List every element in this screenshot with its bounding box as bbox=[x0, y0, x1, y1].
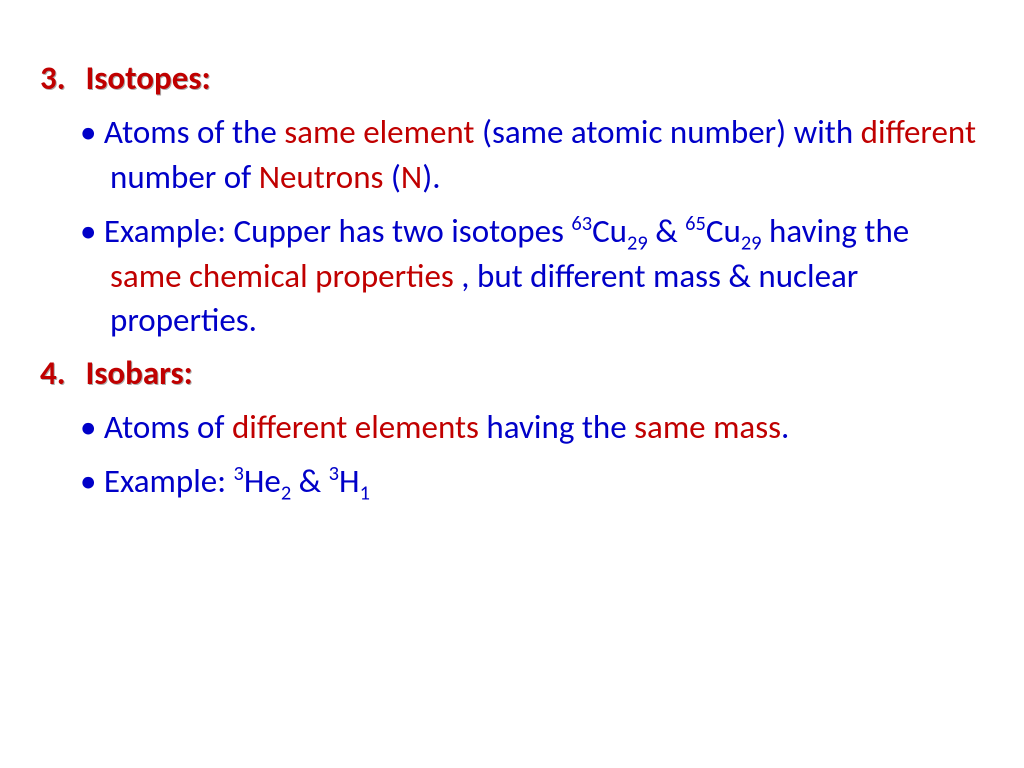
text-run: He bbox=[244, 461, 281, 501]
text-run: having the bbox=[762, 211, 910, 251]
text-run: 29 bbox=[741, 232, 762, 256]
text-run: 3 bbox=[329, 462, 339, 486]
text-run: 65 bbox=[685, 212, 706, 236]
bullet-item: Atoms of the same element (same atomic n… bbox=[40, 110, 984, 199]
text-run: 29 bbox=[627, 232, 648, 256]
slide: 3. Isotopes:Atoms of the same element (s… bbox=[0, 0, 1024, 554]
text-run: (same atomic number) with bbox=[482, 112, 861, 152]
text-run: Example: Cupper has two isotopes bbox=[104, 211, 571, 251]
text-run: & bbox=[291, 461, 328, 501]
text-run: 1 bbox=[360, 482, 370, 506]
bullet-item: Example: Cupper has two isotopes 63Cu29 … bbox=[40, 209, 984, 343]
text-run: different elements bbox=[232, 407, 486, 447]
bullet-item: Example: 3He2 & 3H1 bbox=[40, 459, 984, 504]
text-run: H bbox=[339, 461, 360, 501]
text-run: Neutrons bbox=[259, 157, 391, 197]
text-run: having the bbox=[486, 407, 634, 447]
heading-number: 4. bbox=[40, 353, 78, 393]
heading-title: Isobars: bbox=[85, 353, 192, 393]
text-run: Cu bbox=[592, 211, 627, 251]
text-run: ( bbox=[391, 157, 401, 197]
text-run: ). bbox=[422, 157, 440, 197]
text-run: number of bbox=[110, 157, 259, 197]
text-run: & bbox=[648, 211, 685, 251]
text-run: same chemical properties bbox=[110, 256, 461, 296]
section-heading: 4. Isobars: bbox=[40, 353, 984, 393]
text-run: N bbox=[401, 157, 422, 197]
section-heading: 3. Isotopes: bbox=[40, 58, 984, 98]
text-run: 63 bbox=[571, 212, 592, 236]
text-run: Example: bbox=[104, 461, 234, 501]
text-run: Cu bbox=[706, 211, 741, 251]
heading-title: Isotopes: bbox=[85, 58, 210, 98]
text-run: same mass bbox=[634, 407, 781, 447]
text-run: Atoms of bbox=[104, 407, 232, 447]
text-run: 2 bbox=[281, 482, 291, 506]
heading-number: 3. bbox=[40, 58, 78, 98]
text-run: Atoms of the bbox=[104, 112, 284, 152]
text-run: . bbox=[781, 407, 789, 447]
text-run: different bbox=[861, 112, 976, 152]
text-run: same element bbox=[284, 112, 482, 152]
text-run: 3 bbox=[234, 462, 244, 486]
bullet-item: Atoms of different elements having the s… bbox=[40, 405, 984, 450]
